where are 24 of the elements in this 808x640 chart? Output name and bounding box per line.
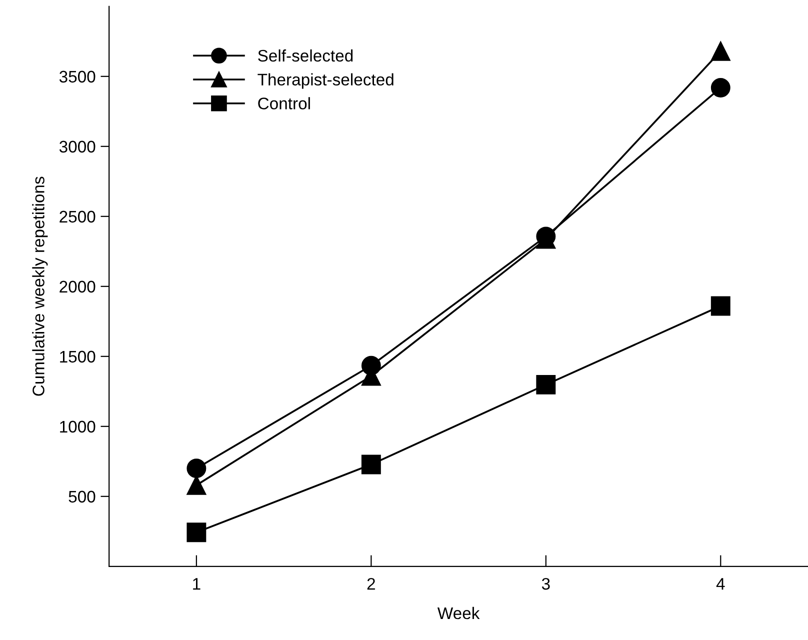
point	[186, 458, 206, 478]
point	[536, 374, 556, 394]
point	[186, 522, 206, 542]
y-tick-label: 2000	[60, 280, 96, 293]
legend-label: Self-selected	[258, 49, 353, 62]
x-tick-label: 1	[193, 578, 200, 590]
point	[361, 454, 381, 474]
y-tick-label: 1500	[60, 350, 96, 363]
legend-label: Control	[258, 97, 310, 110]
y-tick-label: 500	[68, 490, 96, 503]
y-tick-label: 3500	[59, 70, 96, 83]
point	[361, 356, 381, 376]
legend-label: Therapist-selected	[258, 73, 394, 89]
y-tick-label: 3000	[59, 140, 96, 153]
x-tick-label: 4	[716, 578, 725, 590]
y-tick-label: 2500	[60, 210, 96, 223]
y-tick-label: 1000	[60, 420, 96, 433]
point	[710, 41, 730, 61]
y-axis-title: Cumulative weekly repetitions	[32, 176, 48, 396]
x-tick-label: 2	[367, 578, 375, 590]
x-tick-label: 3	[542, 578, 550, 590]
point	[710, 78, 730, 98]
x-axis-title: Week	[437, 606, 480, 620]
point	[710, 296, 730, 316]
